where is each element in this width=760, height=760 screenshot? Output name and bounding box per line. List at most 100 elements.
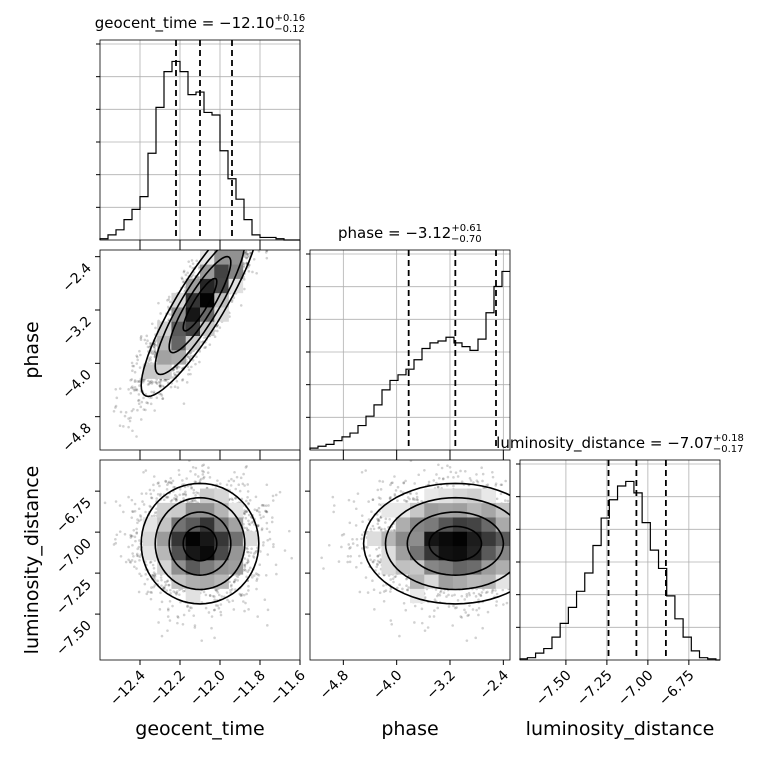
sample-point [217, 606, 221, 610]
sample-point [137, 507, 141, 511]
sample-point [184, 493, 188, 497]
sample-point [377, 572, 381, 576]
sample-point [216, 604, 220, 607]
sample-point [166, 495, 170, 499]
sample-point [376, 488, 380, 492]
sample-point [213, 335, 217, 338]
sample-point [152, 475, 156, 478]
sample-point [152, 352, 156, 355]
sample-point [133, 379, 137, 382]
sample-point [178, 487, 182, 491]
sample-point [242, 600, 245, 603]
sample-point [240, 594, 243, 598]
sample-point [226, 598, 229, 602]
sample-point [388, 496, 392, 500]
sample-point [136, 380, 139, 383]
sample-point [356, 544, 359, 547]
density-cell [367, 531, 382, 547]
sample-point [127, 425, 130, 429]
sample-point [246, 252, 250, 256]
sample-point [204, 606, 208, 610]
sample-point [348, 547, 351, 550]
sample-point [149, 560, 153, 564]
sample-point [449, 470, 453, 474]
sample-point [420, 621, 424, 625]
sample-point [494, 589, 497, 592]
sample-point [379, 497, 382, 500]
sample-point [153, 350, 157, 353]
x-tick-label: −11.6 [267, 667, 309, 709]
sample-point [145, 401, 148, 404]
sample-point [152, 576, 156, 580]
sample-point [257, 524, 260, 527]
sample-point [234, 487, 238, 491]
sample-point [245, 256, 248, 260]
sample-point [152, 390, 156, 394]
sample-point [167, 583, 170, 587]
sample-point [265, 250, 269, 252]
sample-point [245, 561, 249, 565]
sample-point [468, 477, 472, 480]
sample-point [177, 473, 181, 477]
sample-point [188, 265, 192, 268]
density-cell [228, 531, 244, 547]
sample-point [265, 510, 268, 513]
sample-point [161, 384, 165, 388]
sample-point [481, 472, 485, 476]
sample-point [413, 621, 416, 624]
sample-point [440, 466, 444, 470]
sample-point [216, 323, 220, 327]
sample-point [148, 380, 152, 384]
sample-point [154, 380, 157, 384]
sample-point [244, 250, 248, 253]
sample-point [164, 479, 167, 483]
sample-point [175, 590, 179, 593]
sample-point [167, 583, 171, 587]
sample-point [219, 603, 223, 606]
sample-point [494, 482, 498, 485]
sample-point [159, 591, 162, 595]
sample-point [133, 370, 137, 374]
density-cell [438, 560, 454, 575]
sample-point [423, 596, 427, 599]
panel-frame [99, 459, 301, 661]
density-cell [214, 264, 229, 279]
sample-point [446, 464, 449, 468]
sample-point [251, 520, 255, 524]
sample-point [173, 385, 177, 389]
sample-point [163, 585, 166, 588]
sample-point [118, 504, 122, 507]
sample-point [187, 368, 191, 372]
sample-point [186, 365, 190, 369]
scatter-panel-geocent_time-vs-phase [95, 245, 301, 455]
sample-point [417, 473, 421, 477]
sample-point [246, 561, 250, 564]
sample-point [191, 465, 195, 469]
sample-point [170, 498, 174, 502]
sample-point [256, 615, 259, 618]
sample-point [265, 483, 269, 487]
sample-point [182, 269, 186, 273]
sample-point [159, 392, 163, 396]
sample-point [495, 600, 499, 603]
sample-point [322, 567, 325, 570]
sample-point [190, 486, 193, 489]
sample-point [247, 513, 251, 517]
sample-point [390, 622, 394, 626]
sample-point [247, 522, 251, 526]
sample-point [169, 592, 172, 595]
sample-point [501, 588, 505, 592]
sample-point [216, 479, 219, 482]
sample-point [181, 379, 184, 382]
sample-point [146, 339, 149, 342]
sample-point [467, 591, 471, 595]
sample-point [152, 345, 156, 349]
sample-point [327, 543, 331, 547]
sample-point [257, 506, 261, 510]
density-cell [452, 488, 468, 504]
y-tick-label: −2.4 [59, 260, 94, 295]
sample-point [198, 360, 201, 364]
sample-point [149, 402, 153, 406]
sample-point [382, 599, 386, 603]
sample-point [258, 510, 261, 514]
